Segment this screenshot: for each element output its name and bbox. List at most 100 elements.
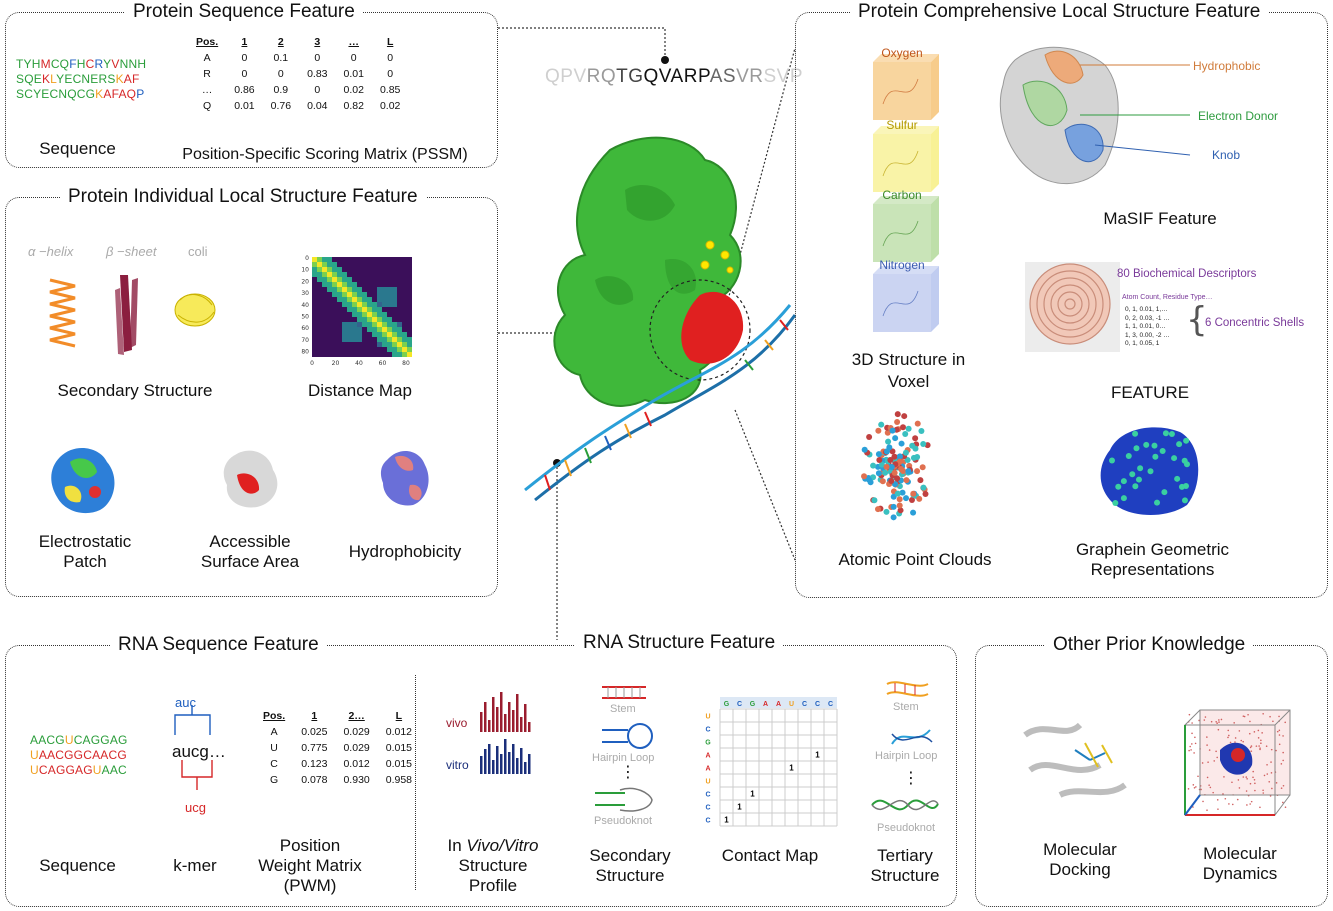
graphein-node xyxy=(1181,497,1188,504)
contact-map-top-label: U xyxy=(789,701,794,708)
atom-point xyxy=(922,491,929,498)
distance-map-cell xyxy=(357,307,362,312)
distance-map-cell xyxy=(362,302,367,307)
distance-map-cell xyxy=(372,302,377,307)
electrostatic-patch-image xyxy=(51,447,115,514)
atom-point xyxy=(879,478,886,485)
distance-map-cell xyxy=(312,262,317,267)
distance-map-cell xyxy=(327,267,332,272)
atom-point xyxy=(905,468,912,475)
atom-point xyxy=(866,476,873,483)
sequence-segment: K xyxy=(115,72,124,86)
solvent-point xyxy=(1263,774,1266,777)
distance-map-cell xyxy=(387,322,392,327)
feature-shells-image xyxy=(1025,262,1120,352)
masif-tag-hydrophobic: Hydrophobic xyxy=(1193,59,1261,73)
distance-map-cell xyxy=(357,322,362,327)
secondary-structure-images xyxy=(49,275,216,355)
vivo-bar xyxy=(500,692,503,732)
distance-map-cell xyxy=(347,322,352,327)
header-cell: 2… xyxy=(348,710,365,722)
contact-map-side-label: C xyxy=(705,805,710,812)
table-cell: 0.83 xyxy=(307,68,328,80)
feature-rows: 0, 1, 0.01, 1,… 0, 2, 0.03, -1 … 1, 1, 0.0… xyxy=(1125,306,1170,349)
atom-point xyxy=(888,477,895,484)
center-sequence-segment: AS xyxy=(709,66,737,87)
protein-sequence-title: Protein Sequence Feature xyxy=(125,1,363,23)
sequence-segment: AACGGCAACG xyxy=(38,748,127,762)
distance-map-cell xyxy=(377,342,382,347)
table-row: C 0.123 0.012 0.015 xyxy=(255,756,420,772)
solvent-point xyxy=(1215,750,1217,753)
table-cell: 0.123 xyxy=(301,758,328,770)
table-cell: 0 xyxy=(387,52,394,64)
rna-secondary-label: Secondary Structure xyxy=(589,846,671,885)
distance-map-cell xyxy=(357,292,362,297)
solvent-point xyxy=(1259,806,1261,809)
distance-map-cell xyxy=(387,332,392,337)
atom-point xyxy=(890,514,897,521)
distance-map-cell xyxy=(332,287,337,292)
solvent-point xyxy=(1227,736,1229,739)
distance-map-tick: 30 xyxy=(301,290,309,297)
solvent-point xyxy=(1269,715,1271,718)
graphein-node xyxy=(1143,441,1150,448)
table-cell: 0 xyxy=(350,52,357,64)
tertiary-hairpin-icon xyxy=(891,729,933,745)
solvent-point xyxy=(1245,790,1248,792)
solvent-point xyxy=(1195,786,1197,788)
graphein-node xyxy=(1108,457,1115,464)
distance-map-cell xyxy=(407,347,412,352)
distance-map-cell xyxy=(332,272,337,277)
solvent-point xyxy=(1252,776,1254,779)
atom-point xyxy=(919,464,926,471)
atom-point xyxy=(920,484,927,491)
feature-row: 0, 1, 0.01, 1,… xyxy=(1125,306,1168,313)
vitro-bar xyxy=(504,739,507,774)
solvent-point xyxy=(1200,788,1202,791)
sequence-segment: M xyxy=(40,57,51,71)
atom-point xyxy=(902,430,909,437)
solvent-point xyxy=(1198,719,1200,722)
vitro-bar xyxy=(520,748,523,774)
solvent-point xyxy=(1250,800,1253,803)
atom-point xyxy=(894,490,901,497)
atom-point xyxy=(891,469,898,476)
graphein-node xyxy=(1154,499,1161,506)
distance-map-cell xyxy=(392,297,397,302)
pseudoknot-label: Pseudoknot xyxy=(594,815,653,827)
table-cell: 0.015 xyxy=(385,758,413,770)
atom-point xyxy=(900,424,907,431)
atom-point xyxy=(910,509,917,516)
solvent-point xyxy=(1249,720,1251,723)
solvent-point xyxy=(1265,745,1268,748)
contact-map-top-label: G xyxy=(724,701,730,708)
contact-map-one: 1 xyxy=(750,790,755,799)
contact-map-side-label: A xyxy=(705,753,710,760)
solvent-point xyxy=(1270,761,1272,763)
distance-map-cell xyxy=(357,302,362,307)
solvent-point xyxy=(1207,761,1209,763)
rna-sequence-label: Sequence xyxy=(39,856,116,875)
protein-rna-complex-image xyxy=(524,136,797,502)
distance-map-cell xyxy=(352,332,357,337)
distance-map-cell xyxy=(372,317,377,322)
vitro-bar xyxy=(516,758,519,774)
solvent-point xyxy=(1206,744,1208,746)
solvent-point xyxy=(1270,772,1273,774)
asa-label: Accessible Surface Area xyxy=(200,532,300,571)
sequence-segment: L xyxy=(50,72,57,86)
distance-map-cell xyxy=(352,327,357,332)
solvent-point xyxy=(1242,740,1244,743)
atom-point xyxy=(894,418,901,425)
atom-point xyxy=(905,425,912,432)
atom-point xyxy=(894,411,901,418)
distance-map-cell xyxy=(317,257,322,262)
solvent-point xyxy=(1282,801,1284,804)
distance-map-cell xyxy=(377,287,382,292)
distance-map-cell xyxy=(402,332,407,337)
distance-map-cell xyxy=(387,292,392,297)
atom-point xyxy=(883,448,890,455)
distance-map-cell xyxy=(407,342,412,347)
graphein-node xyxy=(1174,475,1181,482)
